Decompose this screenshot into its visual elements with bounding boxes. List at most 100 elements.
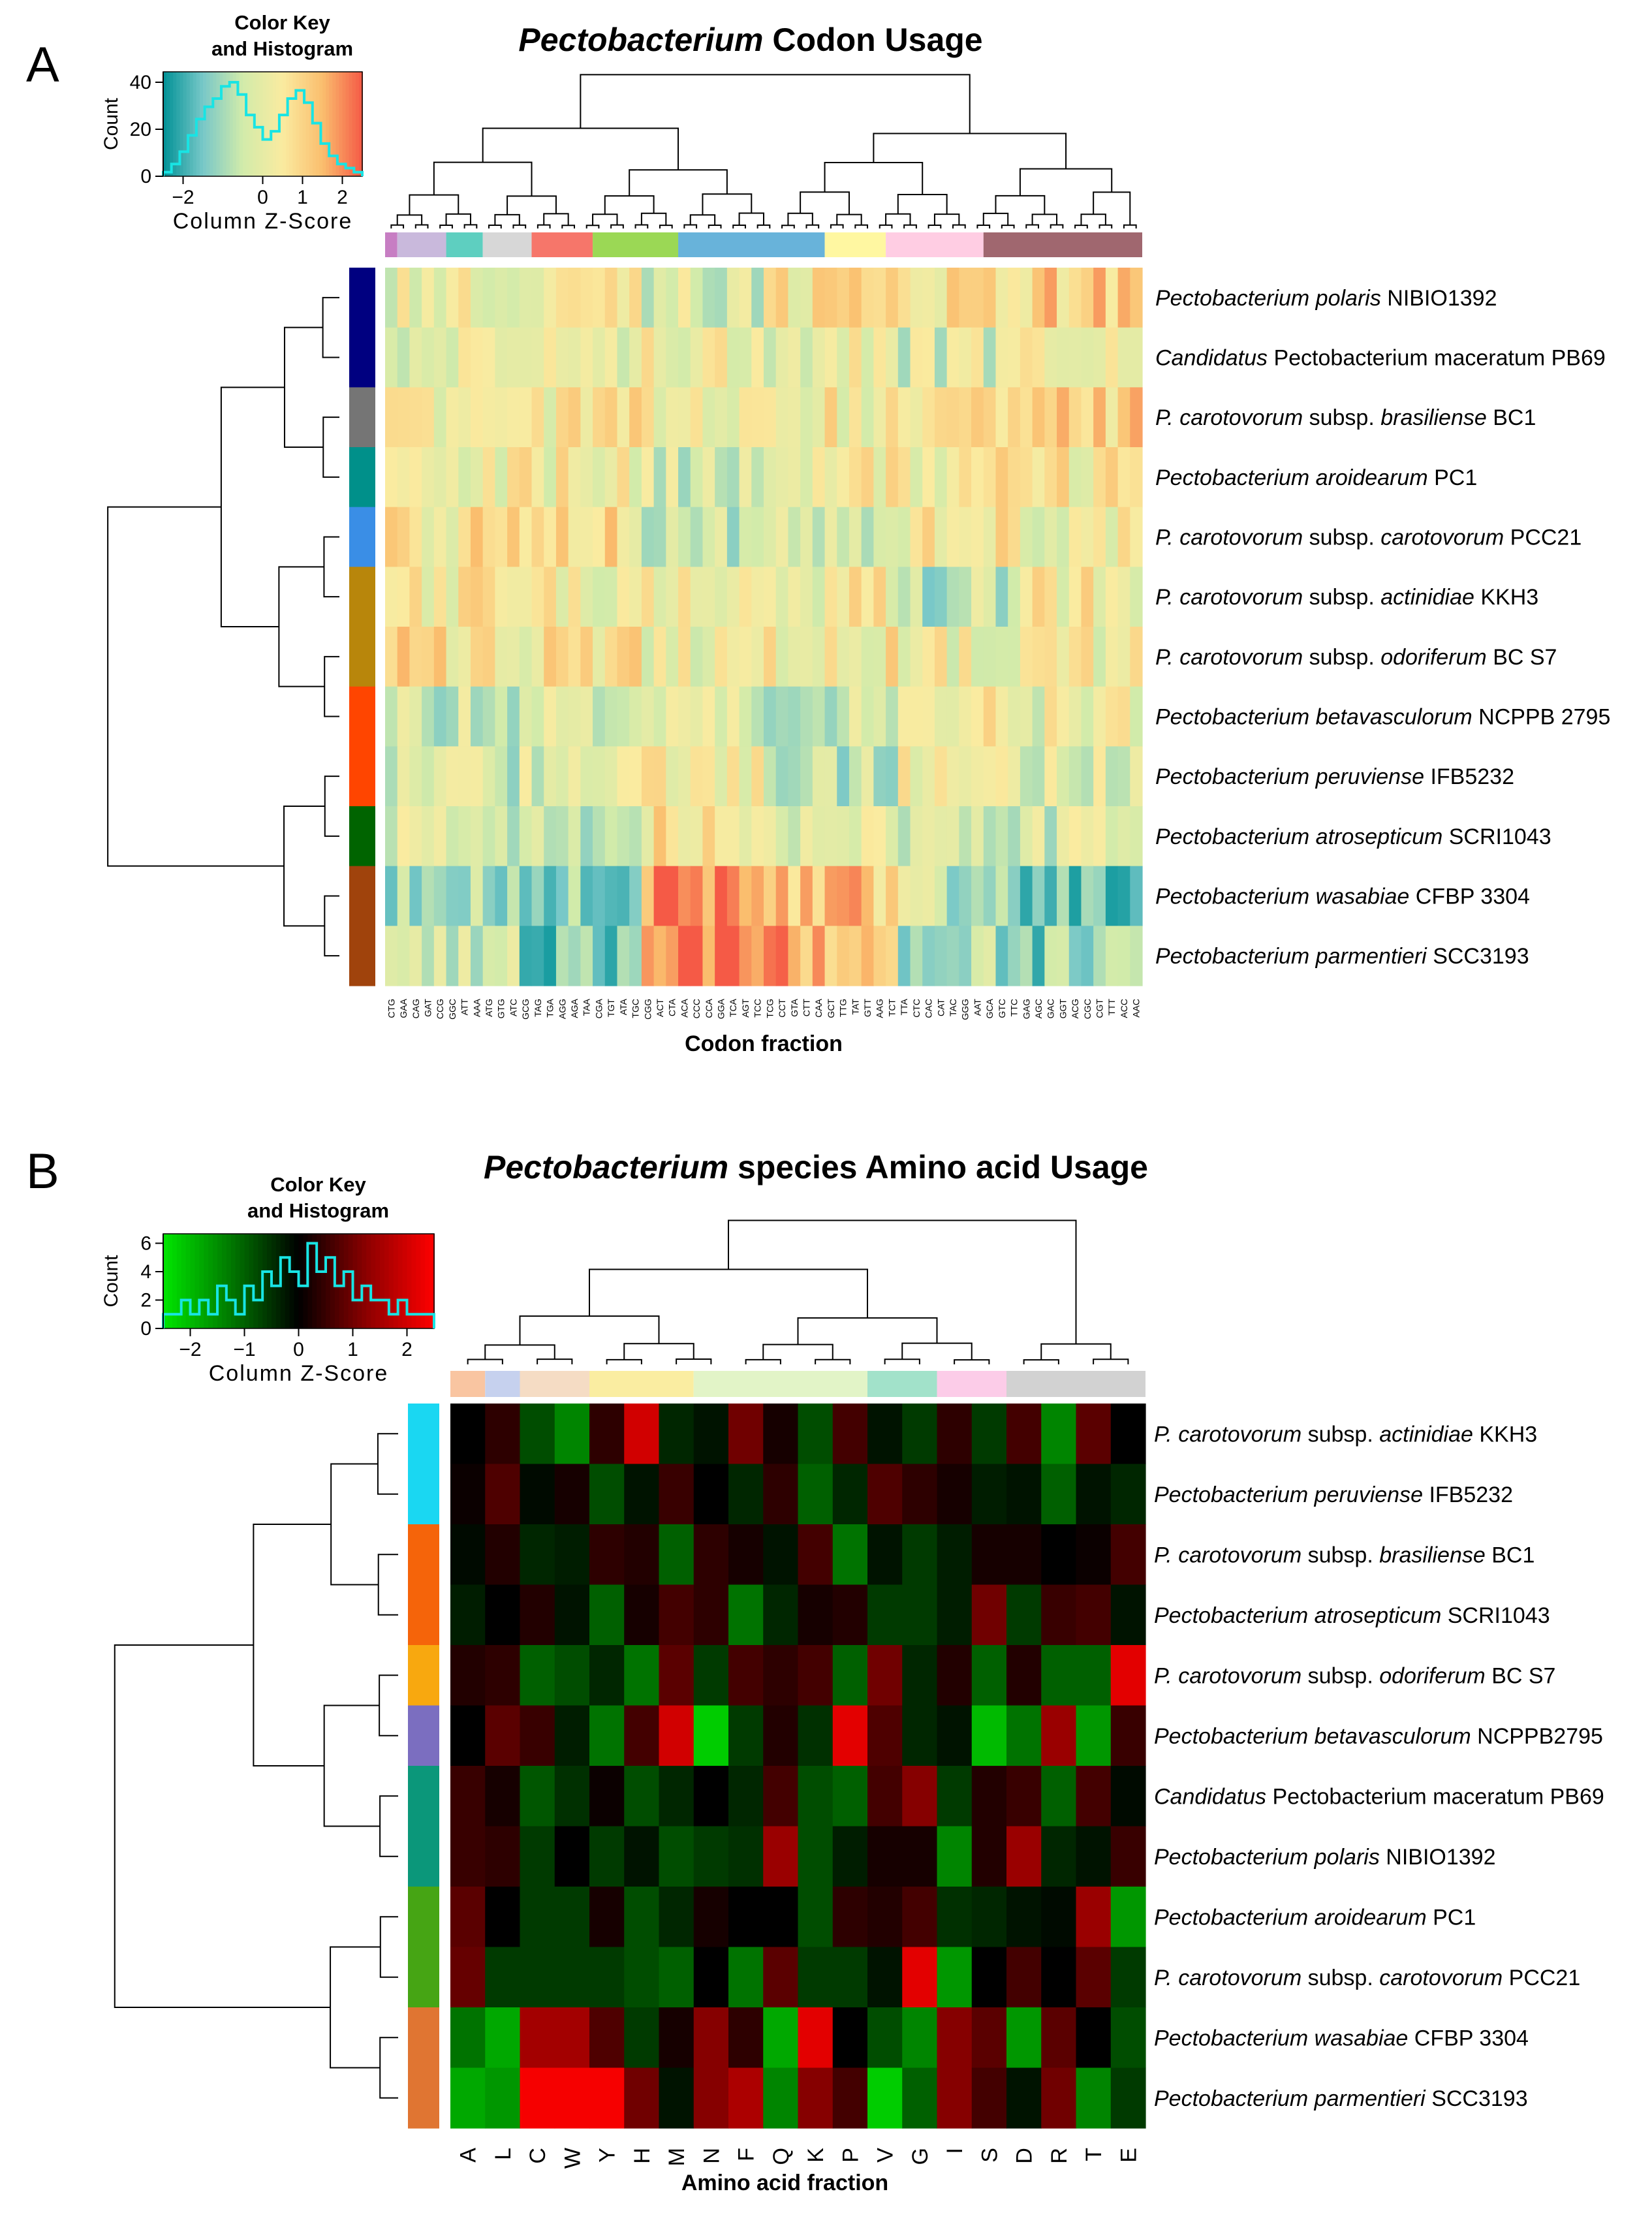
heatmap [385, 268, 1143, 986]
row-label-part: P. carotovorum [1154, 1966, 1301, 1990]
heatmap-cell [629, 806, 642, 867]
heatmap-cell [666, 866, 679, 926]
heatmap-cell [1093, 806, 1106, 867]
heatmap-cell [659, 1705, 694, 1766]
heatmap-cell [629, 686, 642, 747]
heatmap-cell [568, 327, 581, 388]
heatmap-cell [739, 327, 752, 388]
heatmap-cell [922, 268, 935, 328]
color-key-title-line2: and Histogram [247, 1199, 389, 1222]
heatmap-cell [861, 268, 874, 328]
heatmap-cell [715, 447, 728, 508]
heatmap-cell [690, 686, 704, 747]
heatmap-cell [867, 1645, 903, 1706]
heatmap-cell [798, 2067, 834, 2129]
column-label: TAT [850, 999, 860, 1015]
heatmap-cell [507, 866, 520, 926]
heatmap-cell [1057, 327, 1070, 388]
heatmap-cell [641, 327, 655, 388]
heatmap-cell [1020, 746, 1033, 807]
heatmap-cell [1041, 2067, 1077, 2129]
heatmap-cell [764, 627, 777, 687]
color-key-x-tick-label: 2 [401, 1339, 413, 1360]
heatmap-cell [922, 387, 935, 448]
heatmap-cell [450, 1705, 486, 1766]
heatmap-cell [1093, 746, 1106, 807]
heatmap-cell [409, 627, 422, 687]
heatmap-cell [861, 686, 874, 747]
dendrogram-branch [324, 776, 339, 837]
heatmap-cell [531, 746, 544, 807]
heatmap-cell [554, 1705, 590, 1766]
color-key-swatch [267, 1234, 272, 1328]
color-key-y-label: Count [101, 1255, 122, 1308]
heatmap-cell [867, 1887, 903, 1948]
color-key-swatch [352, 1234, 358, 1328]
heatmap-cell [1130, 567, 1143, 627]
dendrogram-branch [708, 224, 722, 228]
heatmap-cell [946, 806, 959, 867]
heatmap-cell [659, 1887, 694, 1948]
heatmap-cell [1032, 686, 1045, 747]
heatmap-cell [971, 1705, 1007, 1766]
heatmap-cell [589, 1584, 625, 1646]
heatmap-cell [470, 686, 484, 747]
heatmap-cell [1076, 1826, 1112, 1887]
row-label-part: P. carotovorum [1155, 526, 1303, 550]
heatmap-cell [593, 387, 606, 448]
heatmap-cell [1041, 1887, 1077, 1948]
dendrogram-branch [379, 1916, 398, 1978]
color-key-swatch [170, 72, 174, 176]
heatmap-cell [886, 268, 899, 328]
heatmap-cell [555, 507, 569, 567]
color-key-swatch [285, 1234, 290, 1328]
heatmap-cell [861, 507, 874, 567]
heatmap-cell [959, 447, 972, 508]
color-key-swatch [352, 72, 356, 176]
heatmap-cell [1110, 1584, 1146, 1646]
heatmap-cell [922, 447, 935, 508]
heatmap-cell [934, 567, 948, 627]
heatmap-cell [739, 746, 752, 807]
heatmap-cell [624, 1584, 660, 1646]
heatmap-cell [617, 447, 630, 508]
heatmap-cell [922, 686, 935, 747]
dendrogram-branch [220, 386, 285, 627]
heatmap-cell [1032, 507, 1045, 567]
heatmap-cell [726, 926, 740, 986]
column-label: AAC [1131, 999, 1142, 1018]
heatmap-cell [1057, 926, 1070, 986]
dendrogram-branch [390, 224, 405, 228]
heatmap-cell [897, 507, 911, 567]
heatmap-cell [409, 387, 422, 448]
heatmap-cell [495, 627, 508, 687]
row-label-part: BC S7 [1486, 1663, 1556, 1688]
chart-title-rest: Codon Usage [763, 22, 982, 58]
heatmap-cell [971, 387, 984, 448]
heatmap-cell [971, 1887, 1007, 1948]
heatmap-cell [653, 926, 666, 986]
color-key-swatch [280, 1234, 286, 1328]
color-key-swatch [240, 1234, 245, 1328]
dendrogram-branch [885, 213, 911, 225]
heatmap-cell [763, 2067, 799, 2129]
row-label-part: Pectobacterium parmentieri [1155, 944, 1427, 969]
heatmap-cell [653, 327, 666, 388]
heatmap-cell [1020, 387, 1033, 448]
heatmap-cell [1006, 1524, 1042, 1586]
heatmap-cell [629, 866, 642, 926]
heatmap-cell [450, 1524, 486, 1586]
heatmap-cell [629, 327, 642, 388]
color-key-x-tick-label: 1 [347, 1339, 358, 1360]
heatmap-cell [397, 268, 411, 328]
heatmap-cell [593, 866, 606, 926]
heatmap-cell [693, 2067, 729, 2129]
color-key-swatch [298, 1234, 304, 1328]
dendrogram-branch [933, 213, 960, 225]
color-key-x-label: Column Z-Score [209, 1361, 389, 1386]
heatmap-cell [910, 806, 923, 867]
heatmap-cell [629, 507, 642, 567]
heatmap-cell [641, 447, 655, 508]
heatmap-cell [798, 1584, 834, 1646]
